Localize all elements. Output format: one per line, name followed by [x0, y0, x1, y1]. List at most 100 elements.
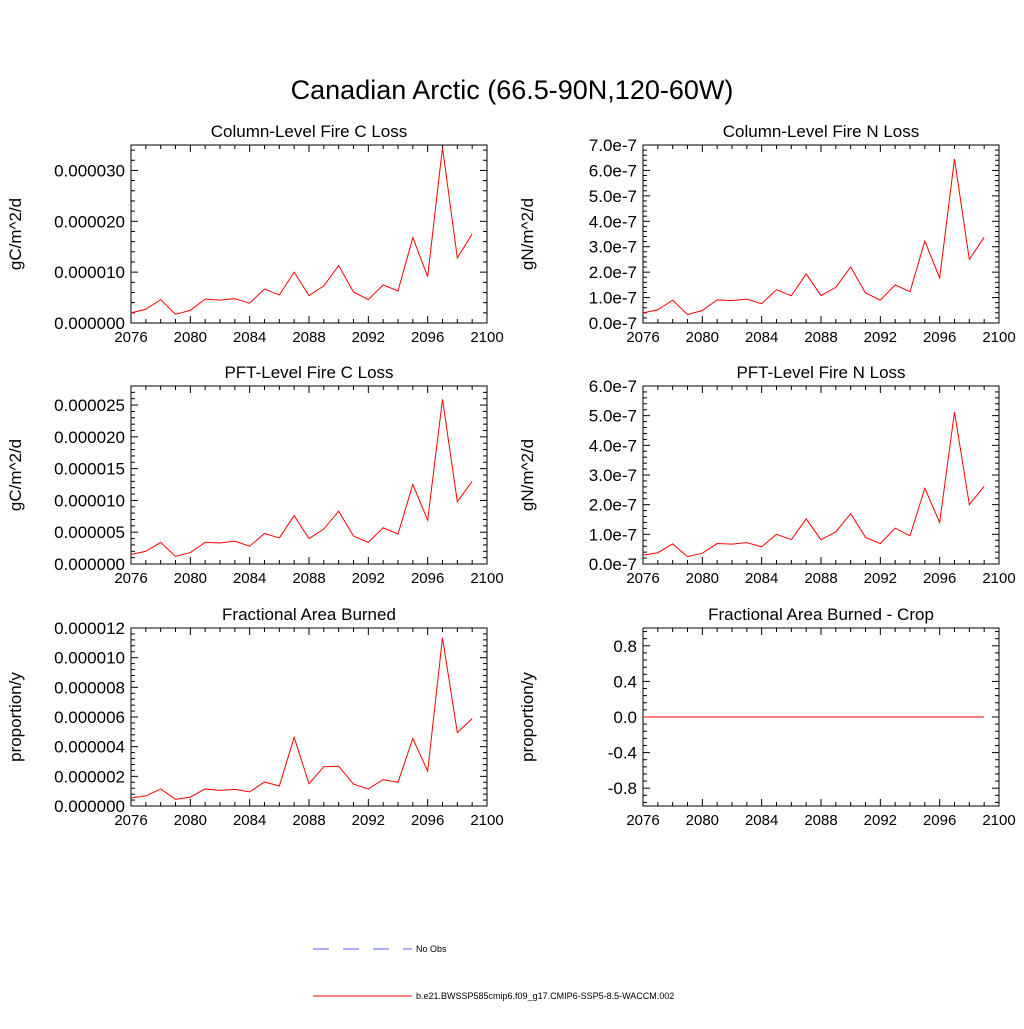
y-tick-label: 0.000020 [54, 428, 125, 447]
x-tick-label: 2080 [686, 812, 719, 829]
series-line [642, 158, 985, 316]
y-tick-label: -0.8 [608, 779, 637, 798]
y-tick-label: 0.000004 [54, 738, 125, 757]
series-line [130, 147, 473, 315]
x-tick-label: 2096 [923, 329, 956, 346]
chart-panel-1: Column-Level Fire C Loss gC/m^2/d 2076 2080… [6, 122, 504, 346]
x-tick-label: 2092 [864, 570, 897, 587]
x-tick-label: 2088 [804, 329, 837, 346]
y-tick-label: 0.0 [613, 708, 637, 727]
x-tick-label: 2096 [923, 570, 956, 587]
y-tick-label: 0.000030 [54, 161, 125, 180]
chart-panel-5: Fractional Area Burned proportion/y 2076 20… [6, 605, 504, 829]
x-tick-label: 2088 [292, 570, 325, 587]
y-tick-label: 0.000006 [54, 708, 125, 727]
chart-title: PFT-Level Fire N Loss [736, 363, 905, 382]
series-line [642, 412, 985, 558]
y-tick-label: 0.000015 [54, 460, 125, 479]
x-tick-label: 2100 [982, 570, 1015, 587]
x-tick-label: 2080 [174, 329, 207, 346]
chart-title: Fractional Area Burned [222, 605, 396, 624]
chart-title: PFT-Level Fire C Loss [224, 363, 393, 382]
legend-model-label: b.e21.BWSSP585cmip6.f09_g17.CMIP6-SSP5-8… [416, 991, 674, 1001]
chart-panels: Column-Level Fire C Loss gC/m^2/d 2076 2080… [6, 122, 1016, 829]
y-tick-label: 0.000000 [54, 797, 125, 816]
chart-panel-6: Fractional Area Burned - Crop proportion/… [518, 605, 1016, 829]
x-tick-label: 2088 [804, 812, 837, 829]
y-tick-label: 0.000005 [54, 523, 125, 542]
y-tick-label: 0.000000 [54, 555, 125, 574]
y-axis-label: proportion/y [518, 672, 537, 762]
y-tick-label: 6.0e-7 [589, 377, 637, 396]
chart-title: Fractional Area Burned - Crop [708, 605, 934, 624]
x-tick-label: 2100 [470, 812, 503, 829]
series-line [130, 637, 473, 800]
x-tick-label: 2080 [686, 570, 719, 587]
y-tick-label: 0.0e-7 [589, 314, 637, 333]
y-tick-label: 1.0e-7 [589, 289, 637, 308]
x-tick-label: 2088 [292, 329, 325, 346]
x-tick-label: 2080 [174, 570, 207, 587]
chart-panel-3: PFT-Level Fire C Loss gC/m^2/d 2076 2080 208… [6, 363, 504, 587]
y-tick-label: 0.8 [613, 637, 637, 656]
x-tick-label: 2096 [411, 570, 444, 587]
x-tick-label: 2084 [233, 570, 266, 587]
x-tick-label: 2092 [352, 570, 385, 587]
x-tick-label: 2084 [233, 329, 266, 346]
x-tick-label: 2100 [982, 329, 1015, 346]
y-tick-label: 3.0e-7 [589, 466, 637, 485]
chart-title: Column-Level Fire N Loss [723, 122, 920, 141]
x-tick-label: 2084 [745, 812, 778, 829]
y-tick-label: 7.0e-7 [589, 136, 637, 155]
y-axis-label: proportion/y [6, 672, 25, 762]
chart-panel-4: PFT-Level Fire N Loss gN/m^2/d 2076 2080 208… [518, 363, 1016, 587]
x-tick-label: 2096 [923, 812, 956, 829]
y-tick-label: 6.0e-7 [589, 161, 637, 180]
x-tick-label: 2076 [114, 812, 147, 829]
x-tick-label: 2084 [233, 812, 266, 829]
chart-panel-2: Column-Level Fire N Loss gN/m^2/d 2076 2080… [518, 122, 1016, 346]
x-tick-label: 2088 [804, 570, 837, 587]
x-tick-label: 2088 [292, 812, 325, 829]
y-tick-label: 0.000010 [54, 263, 125, 282]
y-axis-label: gN/m^2/d [518, 439, 537, 511]
series-line [130, 399, 473, 557]
y-tick-label: 0.000010 [54, 491, 125, 510]
chart-title: Column-Level Fire C Loss [211, 122, 408, 141]
y-tick-label: 0.000002 [54, 767, 125, 786]
y-tick-label: 0.000010 [54, 649, 125, 668]
x-tick-label: 2080 [686, 329, 719, 346]
x-tick-label: 2092 [352, 812, 385, 829]
x-tick-label: 2080 [174, 812, 207, 829]
y-axis-label: gC/m^2/d [6, 439, 25, 511]
legend: No Obs b.e21.BWSSP585cmip6.f09_g17.CMIP6… [313, 944, 674, 1001]
y-tick-label: 2.0e-7 [589, 496, 637, 515]
y-tick-label: 5.0e-7 [589, 407, 637, 426]
y-tick-label: 0.0e-7 [589, 555, 637, 574]
y-tick-label: 0.000012 [54, 619, 125, 638]
x-tick-label: 2076 [114, 329, 147, 346]
x-tick-label: 2092 [864, 329, 897, 346]
x-tick-label: 2076 [626, 570, 659, 587]
page-title: Canadian Arctic (66.5-90N,120-60W) [291, 75, 734, 105]
y-axis-label: gN/m^2/d [518, 198, 537, 270]
x-tick-label: 2092 [864, 812, 897, 829]
x-tick-label: 2084 [745, 329, 778, 346]
y-tick-label: 0.000008 [54, 678, 125, 697]
y-tick-label: -0.4 [608, 744, 637, 763]
y-tick-label: 0.4 [613, 672, 637, 691]
x-tick-label: 2096 [411, 329, 444, 346]
y-tick-label: 0.000000 [54, 314, 125, 333]
x-tick-label: 2100 [982, 812, 1015, 829]
x-tick-label: 2076 [626, 329, 659, 346]
y-tick-label: 0.000025 [54, 396, 125, 415]
x-tick-label: 2096 [411, 812, 444, 829]
y-tick-label: 2.0e-7 [589, 263, 637, 282]
y-tick-label: 4.0e-7 [589, 436, 637, 455]
y-tick-label: 5.0e-7 [589, 187, 637, 206]
x-tick-label: 2100 [470, 570, 503, 587]
y-tick-label: 1.0e-7 [589, 525, 637, 544]
x-tick-label: 2092 [352, 329, 385, 346]
